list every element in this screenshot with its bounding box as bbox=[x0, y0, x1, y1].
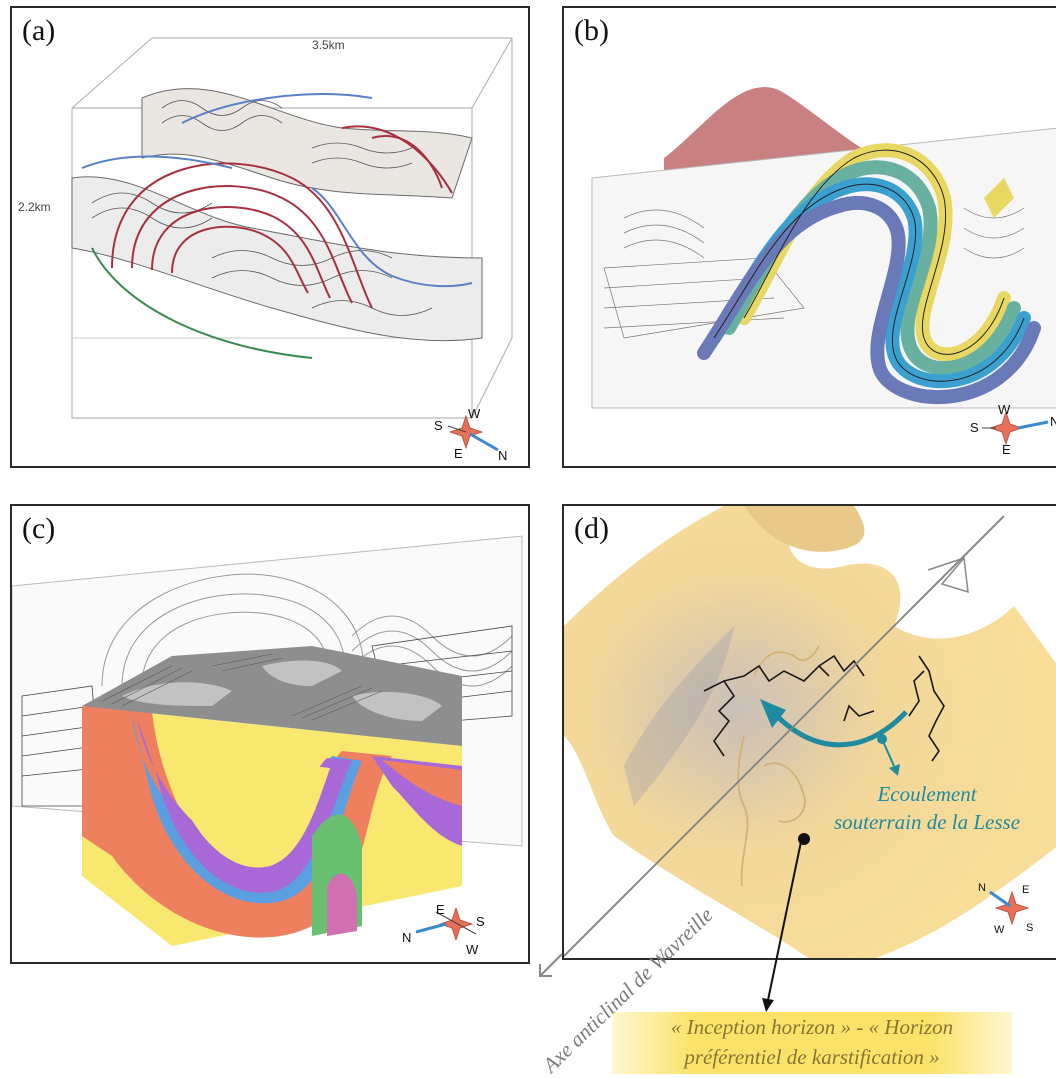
panel-a-3d-block-model bbox=[71, 37, 513, 419]
compass-d: N E W S bbox=[970, 876, 1050, 942]
panel-a-label: (a) bbox=[22, 14, 56, 47]
compass-a: S W E N bbox=[428, 406, 512, 463]
panel-c-geological-block bbox=[12, 535, 523, 946]
scale-side-label: 2.2km bbox=[18, 200, 51, 214]
compass-rose-icon bbox=[982, 410, 1049, 446]
panel-c: (c) N E S W bbox=[10, 504, 530, 964]
scale-top-label: 3.5km bbox=[312, 38, 345, 52]
caption-line1: « Inception horizon » - « Horizon bbox=[670, 1015, 954, 1039]
flow-label: Ecoulement souterrain de la Lesse bbox=[792, 780, 1056, 836]
compass-c: N E S W bbox=[396, 898, 490, 962]
compass-rose-icon bbox=[415, 906, 477, 942]
caption-line2: préférentiel de karstification » bbox=[684, 1045, 940, 1069]
compass-b: S W E N bbox=[968, 398, 1056, 458]
panel-d-label: (d) bbox=[574, 512, 609, 545]
panel-a: (a) 3.5km 2.2km S W E N bbox=[10, 6, 530, 468]
panel-d: (d) Ecoulement souterrain de la Lesse N … bbox=[562, 504, 1056, 960]
panel-c-label: (c) bbox=[22, 512, 56, 545]
compass-rose-icon bbox=[447, 414, 499, 452]
flow-label-line1: Ecoulement bbox=[877, 782, 977, 806]
panel-b: (b) S W E N bbox=[562, 6, 1056, 468]
panel-b-fold-model bbox=[591, 87, 1056, 409]
panel-d-inception-horizon-surface bbox=[564, 506, 1056, 958]
inception-horizon-caption: « Inception horizon » - « Horizon préfér… bbox=[612, 1012, 1012, 1074]
flow-label-line2: souterrain de la Lesse bbox=[833, 810, 1021, 834]
compass-rose-icon bbox=[989, 890, 1030, 926]
panel-b-label: (b) bbox=[574, 14, 609, 47]
